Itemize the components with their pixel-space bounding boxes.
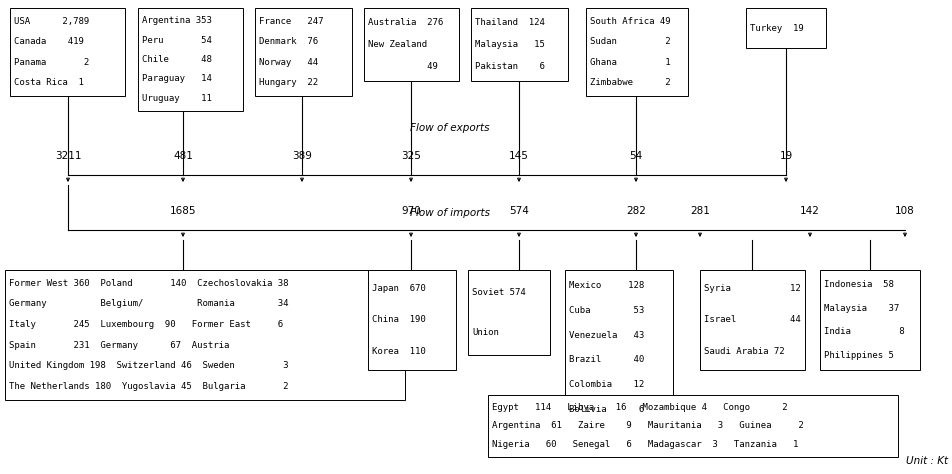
Text: 389: 389 [291,151,311,161]
Text: 108: 108 [894,206,914,216]
Text: Paraguay   14: Paraguay 14 [142,74,211,83]
Text: Spain       231  Germany      67  Austria: Spain 231 Germany 67 Austria [9,341,229,350]
Text: Malaysia   15: Malaysia 15 [474,40,545,49]
Text: China  190: China 190 [371,316,426,325]
Text: France   247: France 247 [259,17,323,26]
Text: Norway   44: Norway 44 [259,58,318,67]
Text: Indonesia  58: Indonesia 58 [823,280,893,289]
Text: 49: 49 [367,63,437,71]
Text: India         8: India 8 [823,327,903,336]
Bar [819,270,919,370]
Text: 574: 574 [508,206,528,216]
Text: 281: 281 [689,206,709,216]
Bar [255,8,351,96]
Bar [467,270,549,355]
Text: Soviet 574: Soviet 574 [471,288,526,297]
Text: 19: 19 [779,151,792,161]
Text: Sudan         2: Sudan 2 [589,37,670,46]
Text: Malaysia    37: Malaysia 37 [823,304,899,313]
Text: Philippines 5: Philippines 5 [823,351,893,360]
Text: Former West 360  Poland       140  Czechoslovakia 38: Former West 360 Poland 140 Czechoslovaki… [9,279,288,288]
Bar [470,8,567,81]
Text: Unit : Kt: Unit : Kt [905,456,947,466]
Text: Argentina 353: Argentina 353 [142,16,211,25]
Text: Colombia    12: Colombia 12 [568,380,644,389]
Bar [585,8,687,96]
Bar [364,8,459,81]
Bar [5,270,405,400]
Bar [700,270,804,370]
Text: Australia  276: Australia 276 [367,18,443,27]
Text: Mexico     128: Mexico 128 [568,281,644,290]
Text: Egypt   114   Libya    16   Mozambique 4   Congo      2: Egypt 114 Libya 16 Mozambique 4 Congo 2 [491,403,786,412]
Text: Chile      48: Chile 48 [142,55,211,64]
Text: Venezuela   43: Venezuela 43 [568,330,644,339]
Bar [138,8,243,111]
Text: United Kingdom 198  Switzerland 46  Sweden         3: United Kingdom 198 Switzerland 46 Sweden… [9,362,288,371]
Text: Argentina  61   Zaire    9   Mauritania   3   Guinea     2: Argentina 61 Zaire 9 Mauritania 3 Guinea… [491,421,803,430]
Text: New Zealand: New Zealand [367,40,426,49]
Text: The Netherlands 180  Yugoslavia 45  Bulgaria       2: The Netherlands 180 Yugoslavia 45 Bulgar… [9,382,288,391]
Text: USA      2,789: USA 2,789 [14,17,89,26]
Text: South Africa 49: South Africa 49 [589,17,670,26]
Text: Denmark  76: Denmark 76 [259,37,318,46]
Text: Zimbabwe      2: Zimbabwe 2 [589,78,670,87]
Bar [10,8,125,96]
Text: 481: 481 [173,151,192,161]
Text: Italy       245  Luxembourg  90   Former East     6: Italy 245 Luxembourg 90 Former East 6 [9,320,283,329]
Text: Union: Union [471,328,498,337]
Text: 1685: 1685 [169,206,196,216]
Bar [745,8,825,48]
Text: Syria           12: Syria 12 [704,284,800,293]
Bar [487,395,897,457]
Text: 970: 970 [401,206,421,216]
Text: Thailand  124: Thailand 124 [474,18,545,27]
Text: 3211: 3211 [54,151,81,161]
Text: Hungary  22: Hungary 22 [259,78,318,87]
Text: Uruguay    11: Uruguay 11 [142,94,211,103]
Text: Germany          Belgium/          Romania        34: Germany Belgium/ Romania 34 [9,300,288,309]
Text: 142: 142 [800,206,819,216]
Text: Turkey  19: Turkey 19 [749,24,803,33]
Text: Flow of imports: Flow of imports [409,208,489,218]
Text: Korea  110: Korea 110 [371,347,426,356]
Text: Israel          44: Israel 44 [704,316,800,325]
Text: Nigeria   60   Senegal   6   Madagascar  3   Tanzania   1: Nigeria 60 Senegal 6 Madagascar 3 Tanzan… [491,440,798,449]
Text: 325: 325 [401,151,421,161]
Text: 54: 54 [628,151,642,161]
Text: 282: 282 [625,206,645,216]
Bar [367,270,455,370]
Text: Ghana         1: Ghana 1 [589,58,670,67]
Text: Japan  670: Japan 670 [371,284,426,293]
Text: Pakistan    6: Pakistan 6 [474,63,545,71]
Text: Panama       2: Panama 2 [14,58,89,67]
Text: Flow of exports: Flow of exports [409,123,489,133]
Text: Costa Rica  1: Costa Rica 1 [14,78,84,87]
Bar [565,270,672,425]
Text: Canada    419: Canada 419 [14,37,84,46]
Text: Cuba        53: Cuba 53 [568,306,644,315]
Text: Brazil      40: Brazil 40 [568,356,644,365]
Text: 145: 145 [508,151,528,161]
Text: Saudi Arabia 72: Saudi Arabia 72 [704,347,783,356]
Text: Peru       54: Peru 54 [142,36,211,45]
Text: Bolivia      6: Bolivia 6 [568,405,644,414]
